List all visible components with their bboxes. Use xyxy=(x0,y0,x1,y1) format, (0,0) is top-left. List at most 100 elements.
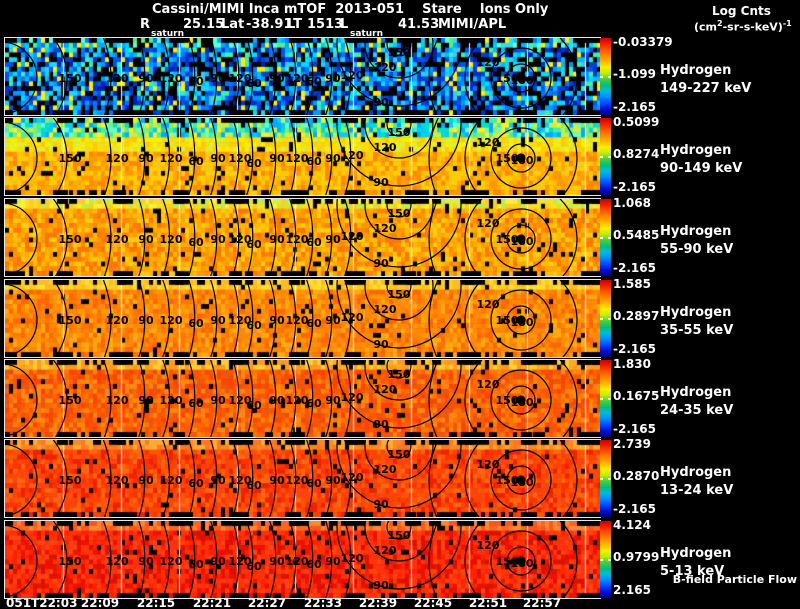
pitch-angle-contour xyxy=(210,199,218,276)
pitch-angle-label-180: 180 xyxy=(511,557,534,570)
lat-label: Lat xyxy=(221,17,245,32)
pitch-angle-contour xyxy=(210,280,218,357)
colorbar-mid-tick-left xyxy=(600,478,603,480)
pitch-angle-label-180: 180 xyxy=(511,316,534,329)
pitch-angle-label-120: 120 xyxy=(341,311,364,324)
pitch-angle-circle xyxy=(428,118,439,195)
pitch-angle-label-90: 90 xyxy=(269,72,285,85)
pitch-angle-label-150: 150 xyxy=(59,72,82,85)
pitch-angle-contour xyxy=(138,118,146,195)
pitch-angle-label-150: 150 xyxy=(388,46,411,59)
time-tick-1: 22:09 xyxy=(80,596,120,609)
pitch-angle-circle xyxy=(364,360,434,401)
pitch-angle-contour xyxy=(269,199,277,276)
colorbar-mid-tick-left xyxy=(600,237,603,239)
pitch-angle-label-120: 120 xyxy=(106,555,129,568)
pitch-angle-contour xyxy=(188,199,196,276)
pitch-angle-label-90: 90 xyxy=(210,474,226,487)
pitch-angle-label-120: 120 xyxy=(229,474,252,487)
pitch-angle-label-120: 120 xyxy=(374,383,397,396)
pitch-angle-label-120: 120 xyxy=(341,149,364,162)
cb-units-sup2: 2 xyxy=(717,19,723,28)
pitch-angle-label-120: 120 xyxy=(106,152,129,165)
pitch-angle-contour xyxy=(188,118,196,195)
pitch-angle-label-150: 150 xyxy=(388,126,411,139)
heatmap-90-149-kev xyxy=(5,118,600,195)
bfield-direction-dot xyxy=(516,153,526,163)
bfield-direction-dot xyxy=(516,73,526,83)
pitch-angle-label-120: 120 xyxy=(341,471,364,484)
pitch-angle-label-120: 120 xyxy=(477,56,500,69)
pitch-angle-label-90: 90 xyxy=(138,394,154,407)
pitch-angle-label-90: 90 xyxy=(269,152,285,165)
colorbar-mid-tick-left xyxy=(600,318,603,320)
time-tick-4: 22:27 xyxy=(247,596,287,609)
pitch-angle-label-120: 120 xyxy=(477,136,500,149)
pitch-angle-circle xyxy=(506,63,536,93)
lt-label: LT xyxy=(287,17,302,32)
colorbar-min-55-90-kev: -2.165 xyxy=(613,261,656,275)
colorbar-max-55-90-kev: 1.068 xyxy=(613,196,651,210)
pitch-angle-contour xyxy=(344,199,352,276)
pitch-angle-circle xyxy=(102,440,112,517)
pitch-angle-circle xyxy=(364,521,434,562)
pitch-angle-circle xyxy=(102,280,112,357)
pitch-angle-label-60: 60 xyxy=(246,319,262,332)
colorbar-5-13-kev xyxy=(600,521,611,598)
pitch-angle-contour xyxy=(306,199,314,276)
pitch-angle-circle xyxy=(386,38,412,57)
pitch-angle-label-120: 120 xyxy=(106,233,129,246)
pitch-angle-contour xyxy=(138,199,146,276)
pitch-angle-contour xyxy=(210,38,218,115)
pitch-angle-label-60: 60 xyxy=(188,477,204,490)
colorbar-mid-24-35-kev: 0.1675 xyxy=(613,389,660,403)
colorbar-mid-tick-right xyxy=(608,237,611,239)
pitch-angle-contour xyxy=(138,521,146,598)
time-tick-9: 22:57 xyxy=(522,596,562,609)
pitch-angle-label-90: 90 xyxy=(373,498,389,511)
lat-value: -38.91 xyxy=(246,17,293,32)
pitch-angle-label-150: 150 xyxy=(59,394,82,407)
pitch-angle-circle xyxy=(336,199,462,268)
pitch-angle-contour xyxy=(138,38,146,115)
pitch-angle-contour xyxy=(246,280,254,357)
pitch-angle-label-150: 150 xyxy=(496,152,519,165)
pitch-angle-label-120: 120 xyxy=(160,555,183,568)
bfield-direction-dot xyxy=(516,234,526,244)
heatmap-24-35-kev xyxy=(5,360,600,437)
pitch-angle-contour xyxy=(289,118,297,195)
pitch-angle-circle xyxy=(102,521,112,598)
pitch-angle-circle xyxy=(490,127,552,189)
energy-label-5-13-kev: 5-13 keV xyxy=(660,564,725,579)
pitch-angle-label-90: 90 xyxy=(138,314,154,327)
r-label: R xyxy=(140,17,151,32)
pitch-angle-label-150: 150 xyxy=(496,394,519,407)
pitch-angle-contour xyxy=(344,360,352,437)
heatmap-35-55-kev xyxy=(5,280,600,357)
pitch-angle-circle xyxy=(428,440,439,517)
pitch-angle-label-120: 120 xyxy=(106,72,129,85)
pitch-angle-contour xyxy=(232,199,240,276)
pitch-angle-label-120: 120 xyxy=(477,458,500,471)
time-tick-3: 22:21 xyxy=(192,596,232,609)
pitch-angle-contour xyxy=(232,521,240,598)
colorbar-mid-tick-right xyxy=(608,156,611,158)
pitch-angle-circle xyxy=(490,208,552,270)
pitch-angle-label-120: 120 xyxy=(341,69,364,82)
heatmap-5-13-kev xyxy=(5,521,600,598)
pitch-angle-label-150: 150 xyxy=(388,368,411,381)
pitch-angle-label-90: 90 xyxy=(325,394,341,407)
colorbar-mid-35-55-kev: 0.2897 xyxy=(613,309,660,323)
pitch-angle-contour xyxy=(269,440,277,517)
colorbar-35-55-kev xyxy=(600,280,611,357)
colorbar-24-35-kev xyxy=(600,360,611,437)
pitch-angle-label-120: 120 xyxy=(374,463,397,476)
colorbar-min-5-13-kev: 2.165 xyxy=(613,583,651,597)
pitch-angle-label-60: 60 xyxy=(246,157,262,170)
pitch-angle-label-90: 90 xyxy=(373,418,389,431)
l-label: L xyxy=(340,17,349,32)
pitch-angle-circle xyxy=(428,360,439,437)
pitch-angle-contour xyxy=(246,118,254,195)
pitch-angle-label-120: 120 xyxy=(229,152,252,165)
pitch-angle-label-120: 120 xyxy=(160,474,183,487)
